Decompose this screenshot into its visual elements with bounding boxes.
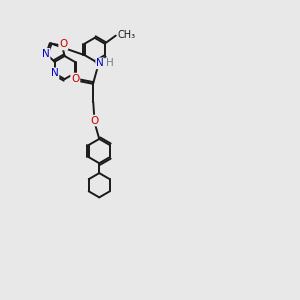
- Text: N: N: [96, 58, 104, 68]
- Text: H: H: [106, 58, 114, 68]
- Text: CH₃: CH₃: [118, 30, 136, 40]
- Text: O: O: [59, 40, 68, 50]
- Text: N: N: [51, 68, 58, 78]
- Text: N: N: [42, 49, 50, 59]
- Text: O: O: [90, 116, 98, 126]
- Text: O: O: [71, 74, 80, 83]
